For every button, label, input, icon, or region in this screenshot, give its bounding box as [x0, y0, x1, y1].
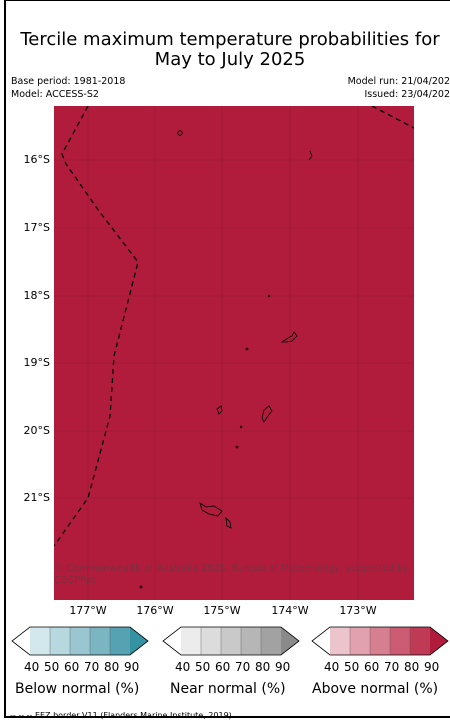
colorbar-under-arrow	[312, 627, 330, 655]
lon-label-173w: 173°W	[339, 604, 377, 617]
figure-border-left	[4, 0, 6, 718]
cb-above-tick-70: 70	[384, 660, 400, 674]
title-line-2: May to July 2025	[154, 49, 306, 70]
colorbar-segment	[70, 627, 90, 655]
map-panel	[54, 106, 414, 600]
island-south-1	[199, 502, 223, 517]
colorbar-segment	[50, 627, 70, 655]
map-credit: © Commonwealth of Australia 2025, Bureau…	[54, 563, 409, 586]
cb-near-tick-80: 80	[255, 660, 271, 674]
figure-border-bottom	[4, 716, 450, 718]
island-dot-2	[245, 347, 249, 351]
lat-label-16s: 16°S	[23, 153, 50, 166]
cb-above-tick-50: 50	[344, 660, 360, 674]
colorbar-outline	[311, 626, 449, 656]
colorbar-segment	[350, 627, 370, 655]
cb-near-tick-60: 60	[215, 660, 231, 674]
island-north	[177, 130, 183, 136]
colorbar-under-arrow	[163, 627, 181, 655]
island-south-2	[225, 516, 232, 529]
lat-label-20s: 20°S	[23, 424, 50, 437]
colorbar-segment	[90, 627, 110, 655]
cb-above-tick-60: 60	[364, 660, 380, 674]
eez-footnote: -- -- -- EEZ border V11 (Flanders Marine…	[10, 711, 235, 720]
island-central-1	[216, 405, 223, 415]
islands	[139, 130, 313, 589]
base-period-label: Base period: 1981-2018	[11, 76, 126, 87]
issued-label: Issued: 23/04/202	[364, 89, 450, 100]
colorbar-over-arrow	[130, 627, 148, 655]
colorbar-outline	[162, 626, 300, 656]
island-dot-3	[235, 445, 239, 449]
colorbar-segment	[370, 627, 390, 655]
colorbar-segment	[410, 627, 430, 655]
graticule	[54, 106, 414, 600]
cb-near-tick-40: 40	[175, 660, 191, 674]
colorbars	[11, 626, 449, 656]
colorbar-segment	[330, 627, 350, 655]
eez-border-east	[371, 106, 414, 129]
colorbar-near-normal	[162, 626, 300, 656]
cb-below-tick-90: 90	[124, 660, 140, 674]
title-line-1: Tercile maximum temperature probabilitie…	[20, 29, 440, 50]
cb-near-tick-90: 90	[275, 660, 291, 674]
colorbar-segment	[30, 627, 50, 655]
cb-below-tick-60: 60	[64, 660, 80, 674]
colorbar-segment	[390, 627, 410, 655]
island-central-2	[261, 405, 273, 423]
lon-label-174w: 174°W	[271, 604, 309, 617]
colorbar-outline	[11, 626, 149, 656]
colorbar-segment	[181, 627, 201, 655]
probability-map	[54, 106, 414, 600]
colorbar-segment	[201, 627, 221, 655]
colorbar-under-arrow	[12, 627, 30, 655]
lat-label-18s: 18°S	[23, 289, 50, 302]
colorbar-above-normal	[311, 626, 449, 656]
eez-border-west	[54, 106, 139, 547]
colorbar-segment	[261, 627, 281, 655]
colorbar-below-normal	[11, 626, 149, 656]
island-cluster-east	[280, 331, 298, 343]
map-title: Tercile maximum temperature probabilitie…	[10, 30, 450, 70]
cb-near-title: Near normal (%)	[170, 681, 286, 697]
cb-above-tick-40: 40	[324, 660, 340, 674]
island-dot-5	[139, 585, 143, 589]
cb-near-tick-50: 50	[195, 660, 211, 674]
cb-above-title: Above normal (%)	[312, 681, 439, 697]
lon-label-175w: 175°W	[203, 604, 241, 617]
island-dot-1	[267, 294, 271, 298]
cb-below-tick-40: 40	[24, 660, 40, 674]
lon-label-176w: 176°W	[136, 604, 174, 617]
cb-near-tick-70: 70	[235, 660, 251, 674]
lat-label-19s: 19°S	[23, 356, 50, 369]
cb-below-tick-50: 50	[44, 660, 60, 674]
cb-below-title: Below normal (%)	[15, 681, 140, 697]
probability-field	[54, 106, 414, 600]
colorbar-over-arrow	[430, 627, 448, 655]
lat-label-21s: 21°S	[23, 491, 50, 504]
lon-label-177w: 177°W	[69, 604, 107, 617]
cb-below-tick-80: 80	[104, 660, 120, 674]
colorbar-segment	[221, 627, 241, 655]
model-run-label: Model run: 21/04/202	[347, 76, 450, 87]
cb-above-tick-90: 90	[424, 660, 440, 674]
colorbar-segment	[110, 627, 130, 655]
island-dot-4	[239, 425, 243, 429]
island-northeast	[308, 150, 313, 161]
lat-label-17s: 17°S	[23, 221, 50, 234]
model-label: Model: ACCESS-S2	[11, 89, 99, 100]
cb-above-tick-80: 80	[404, 660, 420, 674]
colorbar-segment	[241, 627, 261, 655]
figure-border-top	[4, 0, 450, 1]
colorbar-over-arrow	[281, 627, 299, 655]
cb-below-tick-70: 70	[84, 660, 100, 674]
